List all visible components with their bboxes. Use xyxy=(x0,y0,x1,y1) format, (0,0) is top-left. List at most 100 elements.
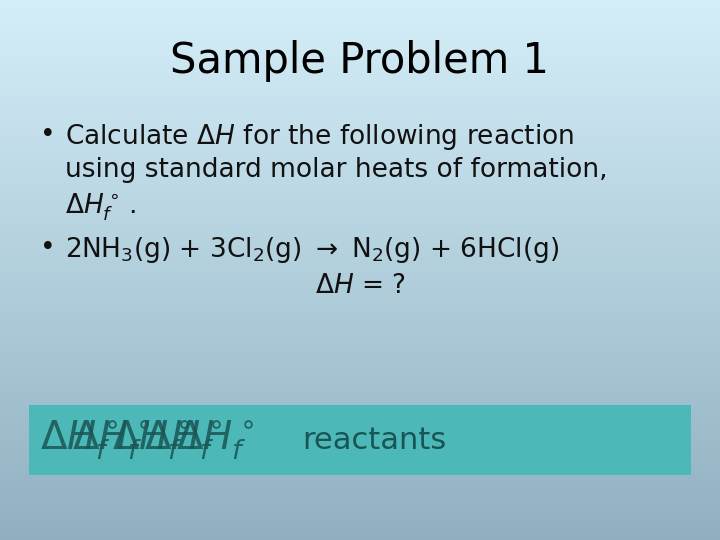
Bar xyxy=(0,385,720,387)
Bar xyxy=(0,396,720,398)
Bar xyxy=(0,59,720,61)
Bar xyxy=(0,69,720,70)
Bar xyxy=(0,488,720,490)
Bar xyxy=(0,4,720,5)
Bar xyxy=(0,416,720,417)
Bar xyxy=(0,295,720,297)
Bar xyxy=(0,56,720,58)
Bar xyxy=(0,117,720,119)
Bar xyxy=(0,120,720,123)
Bar xyxy=(0,12,720,15)
Bar xyxy=(0,7,720,9)
Bar xyxy=(0,344,720,346)
Bar xyxy=(0,378,720,380)
Bar xyxy=(0,220,720,221)
Bar xyxy=(0,443,720,444)
Bar xyxy=(0,495,720,497)
Bar xyxy=(0,342,720,344)
Bar xyxy=(0,32,720,34)
Bar xyxy=(0,201,720,204)
Bar xyxy=(0,164,720,166)
Bar xyxy=(0,450,720,452)
Bar xyxy=(0,250,720,252)
Text: $\Delta H^\circ_f$: $\Delta H^\circ_f$ xyxy=(40,418,118,462)
Bar xyxy=(0,444,720,447)
Bar xyxy=(0,79,720,81)
Bar xyxy=(0,434,720,436)
Bar xyxy=(0,355,720,356)
Bar xyxy=(0,265,720,266)
Bar xyxy=(0,93,720,96)
Bar xyxy=(0,520,720,522)
Bar xyxy=(0,322,720,324)
Bar xyxy=(0,420,720,421)
Bar xyxy=(0,259,720,261)
Bar xyxy=(0,506,720,508)
Bar xyxy=(0,333,720,335)
Bar xyxy=(0,390,720,393)
Text: $\Delta H^\circ_f$: $\Delta H^\circ_f$ xyxy=(176,418,255,462)
Bar xyxy=(0,263,720,265)
Bar xyxy=(0,115,720,117)
Bar xyxy=(0,177,720,178)
Bar xyxy=(0,301,720,302)
Bar xyxy=(0,501,720,502)
FancyBboxPatch shape xyxy=(29,405,691,475)
Bar xyxy=(0,414,720,416)
Bar xyxy=(0,484,720,486)
Bar xyxy=(0,167,720,169)
Bar xyxy=(0,346,720,347)
Bar xyxy=(0,468,720,470)
Bar xyxy=(0,470,720,471)
Bar xyxy=(0,52,720,54)
Bar xyxy=(0,97,720,99)
Bar xyxy=(0,2,720,4)
Bar xyxy=(0,363,720,366)
Bar xyxy=(0,373,720,374)
Bar xyxy=(0,112,720,113)
Bar xyxy=(0,529,720,531)
Bar xyxy=(0,509,720,511)
Text: using standard molar heats of formation,: using standard molar heats of formation, xyxy=(65,157,608,183)
Bar xyxy=(0,0,720,2)
Bar xyxy=(0,335,720,336)
Bar xyxy=(0,439,720,441)
Bar xyxy=(0,362,720,363)
Bar xyxy=(0,162,720,164)
Bar xyxy=(0,474,720,475)
Bar xyxy=(0,482,720,484)
Bar xyxy=(0,380,720,382)
Bar xyxy=(0,389,720,390)
Bar xyxy=(0,366,720,367)
Bar xyxy=(0,27,720,29)
Bar xyxy=(0,255,720,258)
Bar xyxy=(0,383,720,385)
Bar xyxy=(0,49,720,50)
Bar xyxy=(0,101,720,103)
Bar xyxy=(0,376,720,378)
Bar xyxy=(0,50,720,52)
Bar xyxy=(0,459,720,461)
Bar xyxy=(0,302,720,304)
Bar xyxy=(0,403,720,405)
Bar xyxy=(0,312,720,313)
Bar xyxy=(0,531,720,533)
Bar xyxy=(0,193,720,194)
Bar xyxy=(0,328,720,329)
Bar xyxy=(0,66,720,69)
Text: $\Delta H^\circ_f$: $\Delta H^\circ_f$ xyxy=(144,418,222,462)
Text: $\Delta\mathit{H}^\circ_f\,$.: $\Delta\mathit{H}^\circ_f\,$. xyxy=(65,192,136,223)
Bar xyxy=(0,277,720,279)
Bar xyxy=(0,463,720,464)
Bar xyxy=(0,245,720,247)
Bar xyxy=(0,533,720,535)
Bar xyxy=(0,166,720,167)
Bar xyxy=(0,196,720,198)
Bar xyxy=(0,155,720,157)
Text: •: • xyxy=(40,122,55,147)
Bar xyxy=(0,182,720,184)
Bar xyxy=(0,455,720,457)
Bar xyxy=(0,407,720,409)
Bar xyxy=(0,194,720,196)
Bar xyxy=(0,471,720,474)
